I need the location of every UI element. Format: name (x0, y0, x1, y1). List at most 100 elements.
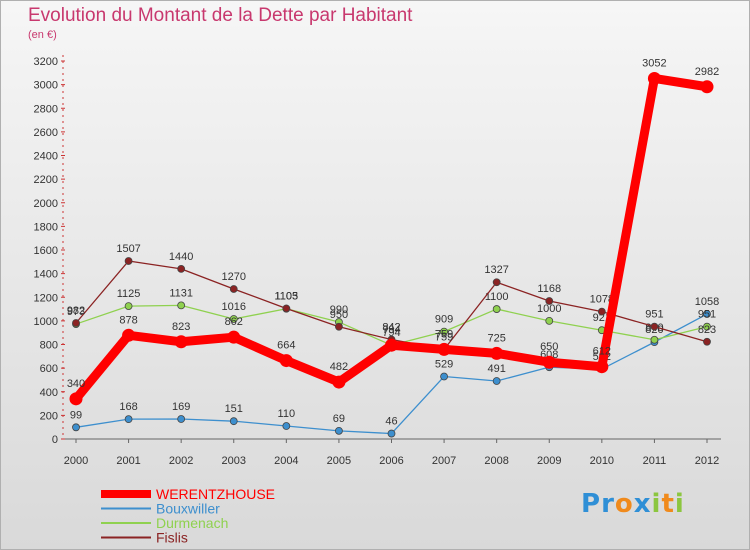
chart-subtitle: (en €) (28, 29, 57, 41)
data-label: 794 (382, 324, 400, 336)
x-tick-label: 2001 (116, 455, 140, 467)
data-label: 151 (225, 403, 243, 415)
data-label: 650 (540, 341, 558, 353)
y-tick-label: 1200 (34, 292, 58, 304)
data-point (387, 429, 396, 438)
data-label: 990 (330, 304, 348, 316)
data-label: 99 (70, 409, 82, 421)
y-tick-label: 400 (40, 387, 58, 399)
data-label: 759 (435, 331, 453, 343)
data-point (227, 330, 241, 344)
data-point (174, 335, 188, 349)
logo-letter: i (651, 489, 662, 519)
data-label: 1327 (484, 264, 508, 276)
data-point (177, 264, 186, 273)
data-label: 1000 (537, 303, 561, 315)
data-point (703, 310, 711, 318)
data-label: 3052 (642, 57, 666, 69)
x-tick-label: 2005 (327, 455, 351, 467)
data-label: 46 (385, 416, 397, 428)
legend-entry: WERENTZHOUSE (156, 486, 275, 502)
x-tick-label: 2002 (169, 455, 193, 467)
data-label: 909 (435, 314, 453, 326)
data-point (492, 278, 501, 287)
data-point (229, 417, 238, 426)
data-point (69, 392, 83, 406)
x-tick-label: 2003 (222, 455, 246, 467)
y-tick-label: 3200 (34, 56, 58, 68)
x-tick-label: 2012 (695, 455, 719, 467)
data-label: 823 (698, 324, 716, 336)
data-point (647, 71, 661, 85)
logo-letter: t (661, 489, 675, 519)
data-label: 2982 (695, 66, 719, 78)
data-point (703, 337, 711, 346)
data-point (492, 377, 501, 385)
legend-entry: Durmenach (156, 515, 228, 531)
data-label: 982 (67, 305, 85, 317)
data-point (545, 297, 554, 305)
data-label: 1440 (169, 251, 193, 263)
data-point (595, 360, 609, 374)
data-point (437, 342, 451, 356)
data-point (72, 423, 80, 432)
y-tick-label: 2000 (34, 198, 58, 210)
data-label: 1100 (485, 291, 509, 303)
y-tick-label: 3000 (34, 80, 58, 92)
data-label: 759 (435, 328, 453, 340)
data-point (597, 307, 606, 316)
data-point (385, 338, 398, 352)
data-point (124, 415, 133, 424)
data-label: 1168 (537, 283, 561, 295)
x-tick-label: 2008 (484, 455, 508, 467)
data-point (229, 315, 238, 323)
y-tick-label: 800 (40, 340, 58, 352)
y-tick-label: 200 (40, 410, 58, 422)
data-label: 69 (333, 413, 345, 425)
data-point (492, 305, 501, 313)
data-point (124, 302, 133, 311)
data-label: 1125 (117, 288, 141, 300)
x-tick-label: 2010 (590, 455, 614, 467)
data-point (542, 355, 556, 369)
data-label: 491 (487, 363, 505, 375)
y-tick-label: 1400 (34, 269, 58, 281)
x-tick-label: 2011 (643, 455, 667, 467)
data-label: 1270 (222, 271, 246, 283)
legend-entry: Fislis (156, 530, 188, 546)
data-label: 168 (119, 401, 137, 413)
y-tick-label: 2400 (34, 151, 58, 163)
data-point (490, 346, 504, 360)
data-point (703, 322, 711, 331)
data-label: 794 (382, 327, 400, 339)
y-tick-label: 1800 (34, 221, 58, 233)
y-tick-label: 2200 (34, 174, 58, 186)
data-point (122, 328, 136, 342)
data-point (279, 354, 293, 368)
data-point (545, 316, 554, 325)
x-tick-label: 2006 (379, 455, 403, 467)
y-tick-label: 1000 (34, 316, 58, 328)
data-label: 1131 (169, 287, 193, 299)
data-label: 842 (382, 322, 400, 334)
data-point (229, 285, 238, 293)
x-tick-label: 2007 (432, 455, 456, 467)
chart-title: Evolution du Montant de la Dette par Hab… (28, 5, 413, 26)
y-tick-label: 600 (40, 363, 58, 375)
data-point (332, 375, 346, 389)
data-label: 823 (172, 321, 190, 333)
data-label: 1105 (275, 290, 299, 302)
data-label: 862 (225, 316, 243, 328)
y-tick-label: 2800 (34, 103, 58, 115)
data-point (282, 304, 291, 313)
data-point (700, 80, 714, 94)
data-point (440, 372, 448, 381)
data-label: 950 (330, 309, 348, 321)
logo-letter: P (581, 489, 602, 519)
data-label: 1507 (116, 243, 140, 255)
data-label: 951 (645, 309, 663, 321)
logo-letter: o (614, 489, 634, 519)
data-label: 1078 (590, 294, 614, 306)
